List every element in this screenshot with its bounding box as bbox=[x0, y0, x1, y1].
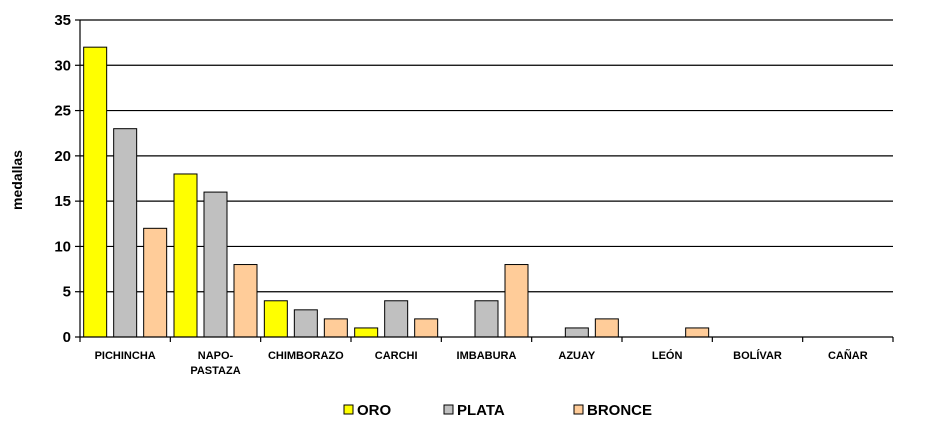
y-tick-label: 25 bbox=[54, 103, 71, 120]
bar-plata-0 bbox=[113, 128, 138, 338]
y-tick-label: 5 bbox=[63, 284, 71, 301]
bars bbox=[83, 46, 710, 338]
legend-label-oro: ORO bbox=[357, 402, 392, 419]
bar-bronce-0 bbox=[143, 227, 168, 338]
y-tick-label: 10 bbox=[54, 238, 71, 255]
axes bbox=[75, 19, 894, 342]
bar-plata-1 bbox=[203, 191, 228, 338]
bar-oro-1 bbox=[173, 173, 198, 338]
x-tick-label: PICHINCHA bbox=[95, 350, 156, 362]
y-tick-label: 30 bbox=[54, 57, 71, 74]
x-tick-label: AZUAY bbox=[558, 350, 596, 362]
y-tick-label: 20 bbox=[54, 148, 71, 165]
bar-plata-3 bbox=[384, 300, 409, 338]
bar-bronce-2 bbox=[323, 318, 348, 338]
y-tick-label: 15 bbox=[54, 193, 71, 210]
x-tick-label: IMBABURA bbox=[457, 350, 517, 362]
y-tick-label: 35 bbox=[54, 12, 71, 29]
bar-bronce-1 bbox=[233, 264, 258, 338]
legend-label-bronce: BRONCE bbox=[587, 402, 652, 419]
x-tick-label: CAÑAR bbox=[828, 349, 868, 362]
bar-oro-2 bbox=[263, 300, 288, 338]
legend-swatch-oro bbox=[343, 404, 354, 415]
bar-plata-5 bbox=[564, 327, 589, 338]
bar-bronce-5 bbox=[594, 318, 619, 338]
bar-bronce-6 bbox=[685, 327, 710, 338]
bar-bronce-3 bbox=[414, 318, 439, 338]
y-tick-label: 0 bbox=[63, 329, 71, 346]
bar-bronce-4 bbox=[504, 264, 529, 338]
legend-swatch-bronce bbox=[573, 404, 584, 415]
bar-plata-4 bbox=[474, 300, 499, 338]
bar-plata-2 bbox=[293, 309, 318, 338]
y-axis-label: medallas bbox=[9, 150, 25, 210]
x-tick-label: BOLÍVAR bbox=[733, 349, 782, 362]
x-tick-label: CHIMBORAZO bbox=[268, 350, 344, 362]
x-tick-labels: PICHINCHA NAPO-PASTAZA CHIMBORAZO CARCHI IMB… bbox=[95, 349, 868, 377]
legend-swatch-plata bbox=[443, 404, 454, 415]
legend: ORO PLATA BRONCE bbox=[343, 402, 652, 419]
bar-oro-0 bbox=[83, 46, 108, 338]
legend-label-plata: PLATA bbox=[457, 402, 505, 419]
bar-oro-3 bbox=[354, 327, 379, 338]
x-tick-label: NAPO-PASTAZA bbox=[190, 350, 240, 377]
gridlines bbox=[80, 19, 893, 293]
x-tick-label: LEÓN bbox=[652, 349, 683, 362]
x-tick-label: CARCHI bbox=[375, 350, 418, 362]
y-tick-labels: 0 5 10 15 20 25 30 35 bbox=[54, 12, 71, 346]
